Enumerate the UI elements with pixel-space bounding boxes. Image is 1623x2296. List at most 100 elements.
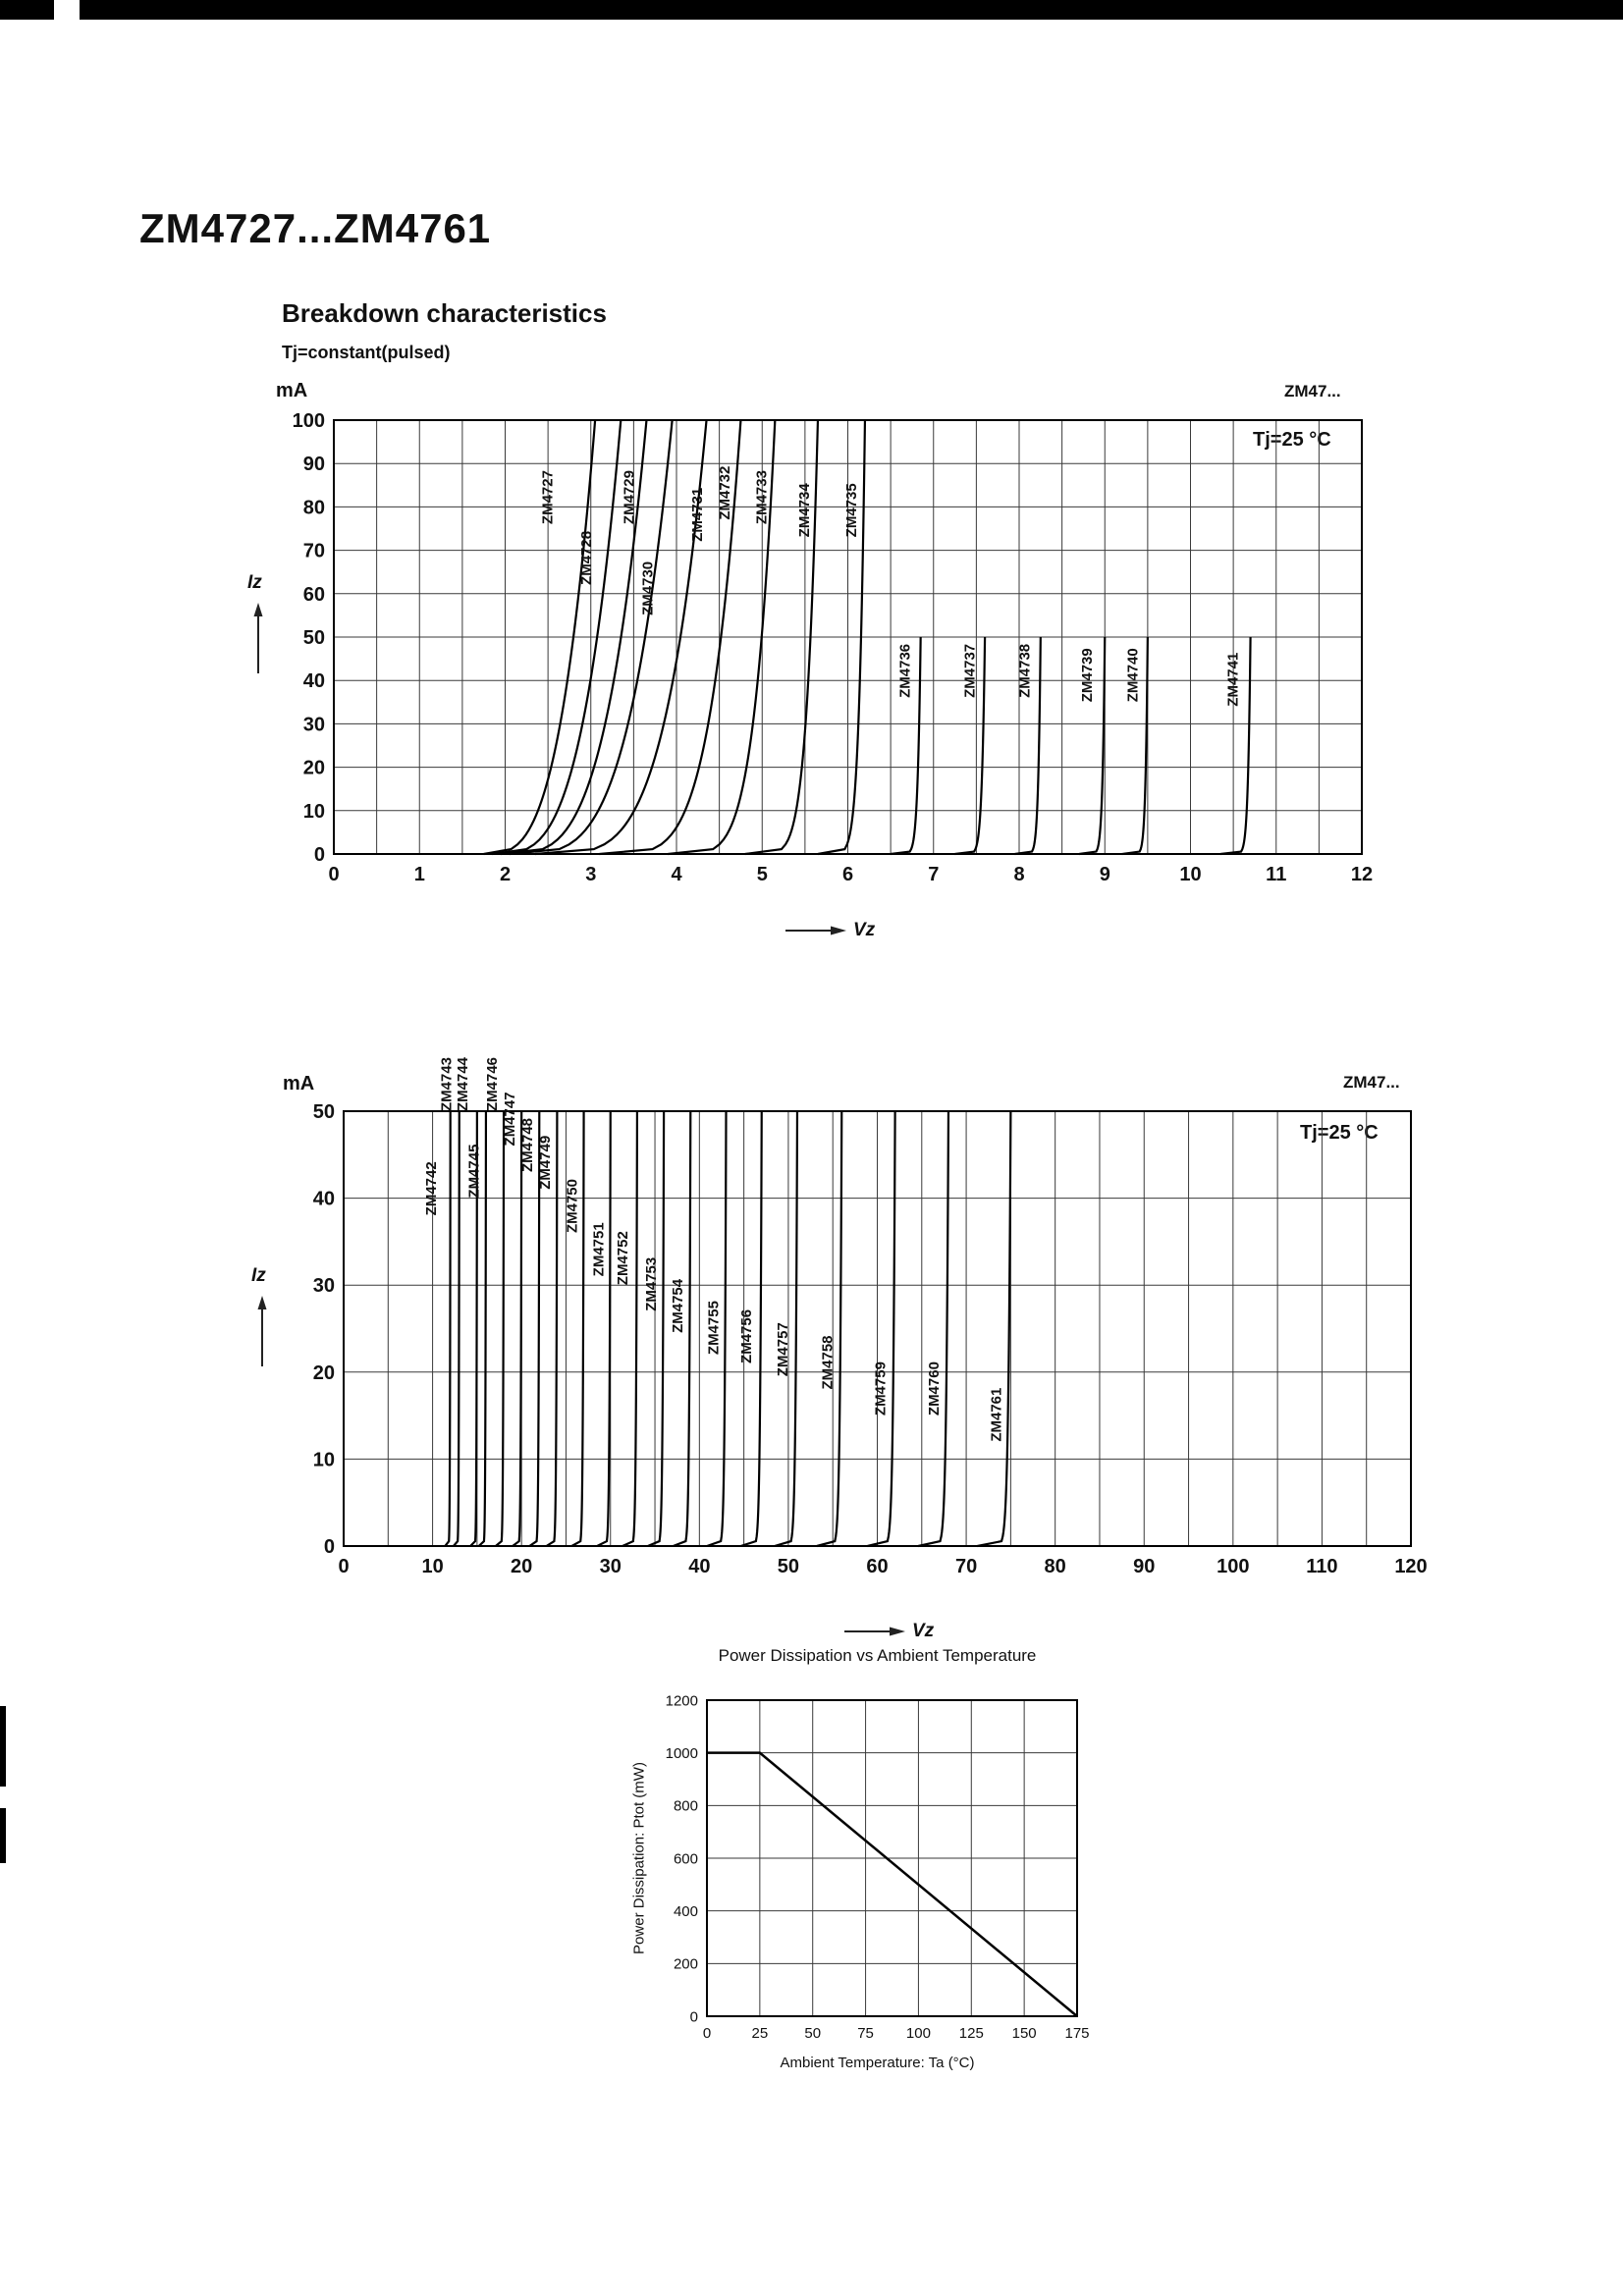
svg-text:80: 80 <box>303 497 325 518</box>
svg-text:60: 60 <box>303 584 325 606</box>
svg-text:ZM4745: ZM4745 <box>466 1145 483 1199</box>
right-arrow-icon <box>844 1627 905 1635</box>
svg-text:11: 11 <box>1266 864 1286 885</box>
chart2-x-axis-label-group: Vz <box>844 1622 934 1640</box>
svg-text:9: 9 <box>1100 864 1110 885</box>
svg-text:25: 25 <box>752 2025 769 2042</box>
chart2-family-label: ZM47... <box>1343 1073 1400 1092</box>
chart1-temperature-condition: Tj=25 °C <box>1253 429 1331 451</box>
chart3-x-axis-label: Ambient Temperature: Ta (°C) <box>780 2055 975 2071</box>
svg-text:0: 0 <box>703 2025 711 2042</box>
scan-artifact-notch <box>54 0 80 20</box>
svg-text:ZM4737: ZM4737 <box>962 644 979 698</box>
svg-text:ZM4761: ZM4761 <box>988 1388 1004 1442</box>
svg-text:40: 40 <box>688 1556 710 1577</box>
svg-text:ZM4742: ZM4742 <box>423 1161 440 1215</box>
svg-text:90: 90 <box>1133 1556 1155 1577</box>
svg-text:50: 50 <box>804 2025 821 2042</box>
svg-text:60: 60 <box>866 1556 888 1577</box>
up-arrow-icon <box>253 603 263 673</box>
svg-text:0: 0 <box>324 1536 335 1558</box>
svg-text:800: 800 <box>674 1798 698 1815</box>
svg-text:100: 100 <box>906 2025 931 2042</box>
svg-text:ZM4731: ZM4731 <box>689 488 706 542</box>
chart1-x-axis-label-group: Vz <box>785 921 875 939</box>
svg-text:ZM4746: ZM4746 <box>484 1057 501 1111</box>
svg-text:0: 0 <box>328 864 339 885</box>
svg-text:ZM4734: ZM4734 <box>796 483 813 538</box>
svg-text:8: 8 <box>1013 864 1024 885</box>
svg-text:3: 3 <box>585 864 596 885</box>
svg-text:150: 150 <box>1012 2025 1037 2042</box>
svg-text:ZM4743: ZM4743 <box>439 1057 456 1111</box>
svg-text:10: 10 <box>1179 864 1201 885</box>
svg-text:10: 10 <box>421 1556 443 1577</box>
section-heading: Breakdown characteristics <box>282 298 607 328</box>
svg-text:ZM4727: ZM4727 <box>539 470 556 524</box>
svg-text:1000: 1000 <box>666 1745 698 1762</box>
svg-text:40: 40 <box>313 1189 335 1210</box>
svg-text:30: 30 <box>313 1275 335 1297</box>
svg-text:0: 0 <box>314 844 325 866</box>
svg-text:ZM4749: ZM4749 <box>537 1136 554 1190</box>
svg-text:20: 20 <box>303 758 325 779</box>
chart1-x-axis-label: Vz <box>853 920 876 940</box>
svg-text:ZM4736: ZM4736 <box>896 644 913 698</box>
svg-text:5: 5 <box>757 864 768 885</box>
svg-text:10: 10 <box>313 1449 335 1470</box>
breakdown-chart-high-voltage: 0 10 20 30 40 50 60 70 80 90 100 110 120 0 10 20 30 40 50 Z… <box>313 1056 1428 1577</box>
svg-text:120: 120 <box>1394 1556 1427 1577</box>
svg-text:100: 100 <box>1217 1556 1249 1577</box>
svg-text:ZM4739: ZM4739 <box>1079 648 1096 702</box>
svg-text:ZM4738: ZM4738 <box>1016 644 1033 698</box>
chart3-title: Power Dissipation vs Ambient Temperature <box>718 1646 1037 1665</box>
svg-text:ZM4750: ZM4750 <box>564 1179 580 1233</box>
chart2-y-unit-label: mA <box>283 1073 315 1095</box>
page-title: ZM4727...ZM4761 <box>139 205 492 251</box>
svg-text:110: 110 <box>1306 1556 1337 1577</box>
svg-text:70: 70 <box>303 541 325 562</box>
svg-text:50: 50 <box>303 627 325 649</box>
svg-text:7: 7 <box>928 864 939 885</box>
svg-text:20: 20 <box>313 1362 335 1384</box>
svg-text:30: 30 <box>600 1556 622 1577</box>
svg-text:50: 50 <box>313 1101 335 1123</box>
svg-text:ZM4732: ZM4732 <box>717 466 733 520</box>
scan-artifact-top-bar <box>0 0 1623 20</box>
svg-text:600: 600 <box>674 1850 698 1867</box>
svg-text:10: 10 <box>303 801 325 823</box>
svg-text:12: 12 <box>1351 864 1373 885</box>
chart2-temperature-condition: Tj=25 °C <box>1300 1122 1379 1144</box>
svg-text:40: 40 <box>303 670 325 692</box>
svg-text:100: 100 <box>293 410 325 432</box>
svg-text:20: 20 <box>511 1556 532 1577</box>
scan-artifact-left-mark <box>0 1808 6 1863</box>
svg-text:ZM4751: ZM4751 <box>591 1222 608 1276</box>
svg-text:70: 70 <box>955 1556 977 1577</box>
svg-text:175: 175 <box>1064 2025 1089 2042</box>
scan-artifact-left-mark <box>0 1706 6 1787</box>
svg-text:ZM4740: ZM4740 <box>1124 648 1141 702</box>
svg-text:ZM4752: ZM4752 <box>615 1231 631 1285</box>
svg-text:ZM4733: ZM4733 <box>754 470 771 524</box>
svg-text:ZM4759: ZM4759 <box>873 1362 890 1415</box>
svg-text:200: 200 <box>674 1956 698 1973</box>
svg-text:ZM4754: ZM4754 <box>670 1278 686 1333</box>
chart3-y-axis-label: Power Dissipation: Ptot (mW) <box>630 1762 648 1954</box>
up-arrow-icon <box>257 1296 267 1366</box>
svg-text:1200: 1200 <box>666 1692 698 1709</box>
svg-text:90: 90 <box>303 454 325 475</box>
svg-text:30: 30 <box>303 714 325 735</box>
svg-text:ZM4728: ZM4728 <box>578 531 595 585</box>
chart2-x-axis-label: Vz <box>912 1621 935 1641</box>
svg-text:ZM4735: ZM4735 <box>843 483 860 537</box>
section-subheading: Tj=constant(pulsed) <box>282 343 451 362</box>
svg-text:80: 80 <box>1045 1556 1066 1577</box>
svg-text:4: 4 <box>671 864 682 885</box>
breakdown-chart-low-voltage: 0 1 2 3 4 5 6 7 8 9 10 11 120102030405060708090100ZM… <box>293 410 1374 885</box>
svg-text:ZM4756: ZM4756 <box>738 1309 755 1363</box>
svg-text:6: 6 <box>842 864 853 885</box>
svg-text:ZM4760: ZM4760 <box>926 1362 943 1415</box>
power-derating-chart: 0 25 50 75 100 125 150 175 0 200 400 600 800 1000 1200 <box>666 1692 1090 2042</box>
svg-text:ZM4744: ZM4744 <box>455 1056 471 1111</box>
